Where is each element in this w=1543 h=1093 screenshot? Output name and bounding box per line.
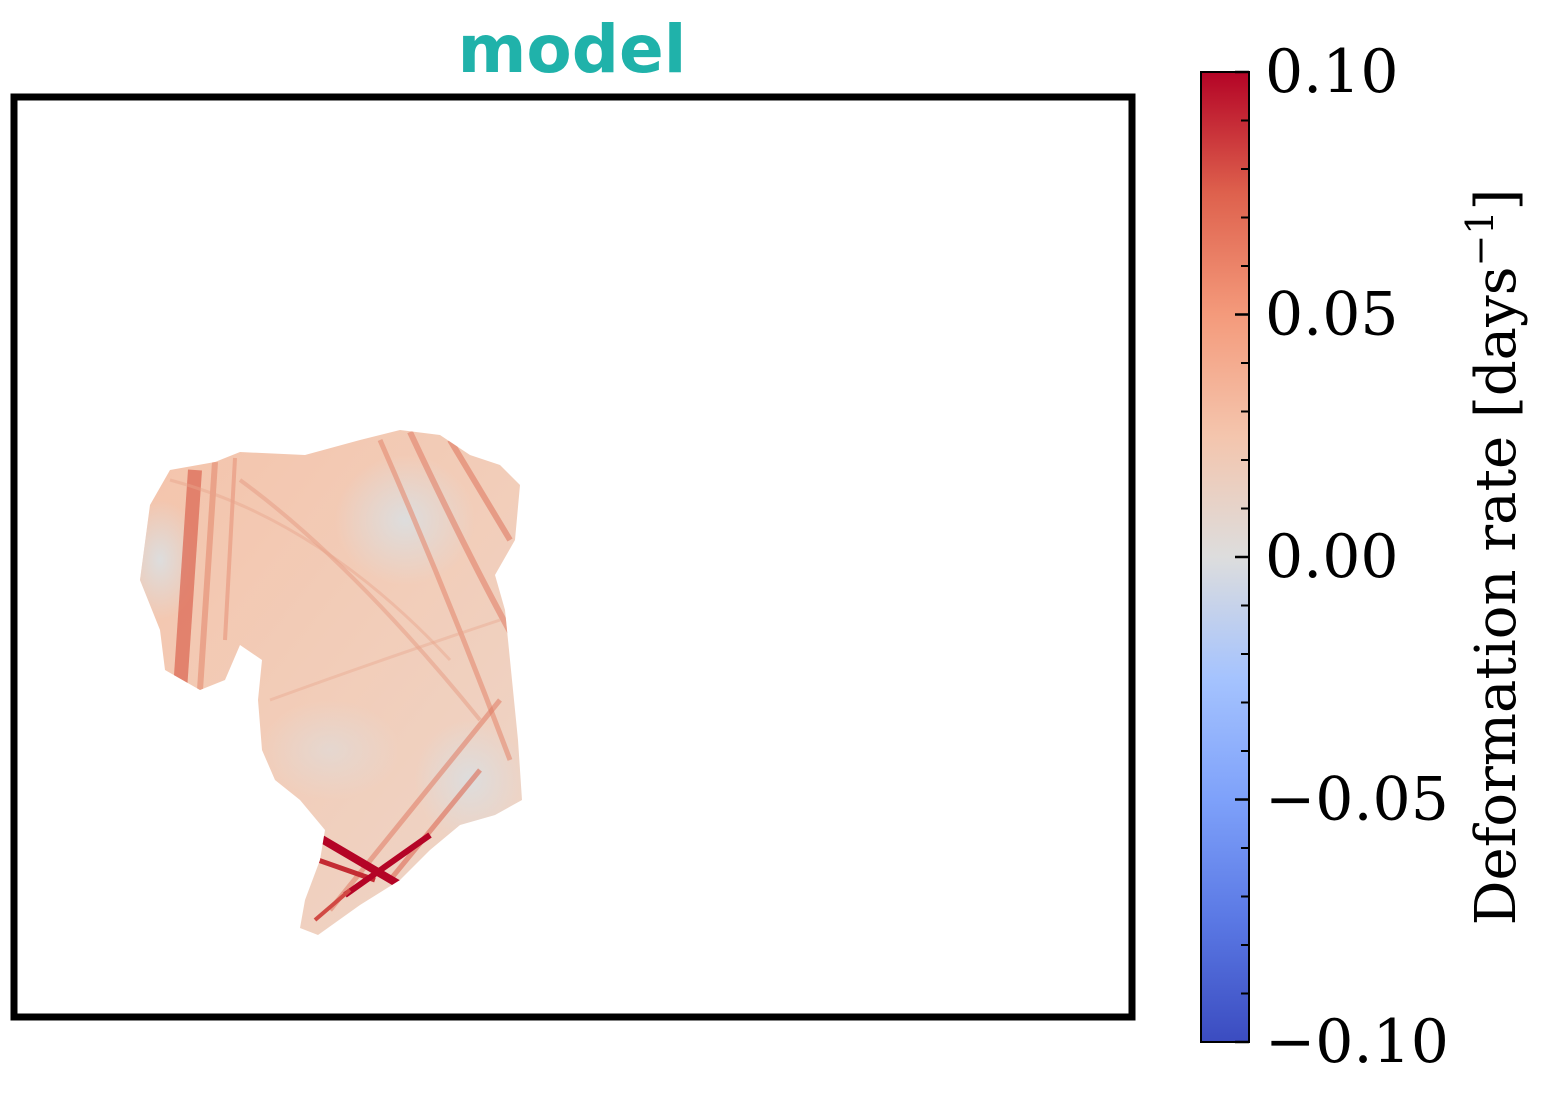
colorbar-tick-label: 0.05	[1265, 280, 1399, 350]
colorbar-label: Deformation rate [days−1]	[1458, 189, 1529, 926]
colorbar-tick-label: 0.00	[1265, 522, 1399, 592]
colorbar-tick-label: −0.05	[1265, 765, 1449, 835]
colorbar-tick-label: −0.10	[1265, 1007, 1449, 1077]
colorbar-label-main: Deformation rate [days	[1464, 267, 1529, 926]
colorbar-label-superscript: −1	[1458, 211, 1502, 267]
colorbar-tick-label: 0.10	[1265, 37, 1399, 107]
colorbar-ticks: 0.10 0.05 0.00 −0.05 −0.10	[1235, 37, 1449, 1077]
map-axes-frame	[10, 93, 1136, 1021]
colorbar-label-close: ]	[1464, 189, 1529, 211]
chart-title: model	[458, 11, 687, 88]
deformation-field	[140, 430, 522, 935]
colorbar: 0.10 0.05 0.00 −0.05 −0.10 Deformation rate …	[1200, 37, 1529, 1077]
